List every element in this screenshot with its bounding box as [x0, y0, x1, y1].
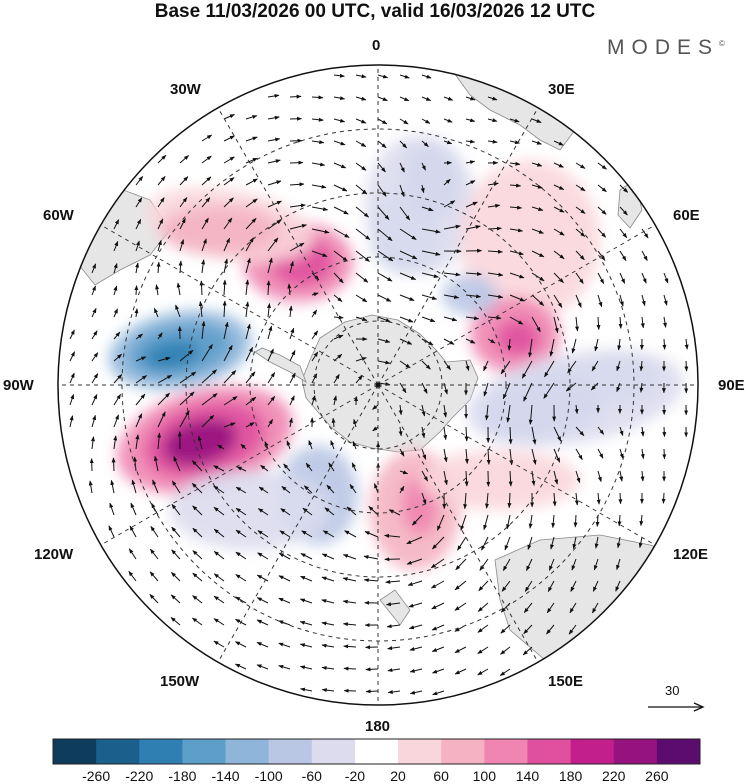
lon-label-90e: 90E	[718, 377, 745, 394]
wind-vector	[344, 668, 356, 669]
colorbar-swatch	[527, 739, 571, 764]
wind-vector	[113, 458, 114, 471]
wind-vector	[488, 228, 501, 229]
lon-label-150w: 150W	[160, 673, 199, 690]
colorbar-tick-label: 180	[559, 768, 582, 784]
colorbar-swatch	[226, 739, 270, 764]
lon-label-120w: 120W	[34, 546, 73, 563]
wind-vector	[290, 96, 301, 97]
colorbar-swatch	[53, 739, 97, 764]
negative-anomaly	[365, 135, 475, 275]
wind-vector	[136, 286, 137, 295]
wind-vector	[290, 163, 303, 164]
wind-vector	[366, 691, 378, 692]
lon-label-0: 0	[372, 37, 380, 54]
colorbar-swatch	[484, 739, 528, 764]
colorbar	[0, 738, 750, 766]
wind-vector	[663, 493, 664, 503]
colorbar-tick-label: 140	[516, 768, 539, 784]
positive-anomaly	[160, 205, 280, 255]
colorbar-tick-label: -260	[82, 768, 110, 784]
lon-label-180: 180	[365, 718, 390, 735]
colorbar-swatch	[355, 739, 399, 764]
colorbar-tick-label: -180	[168, 768, 196, 784]
colorbar-tick-label: 260	[645, 768, 668, 784]
colorbar-tick-label: -100	[255, 768, 283, 784]
colorbar-swatch	[139, 739, 183, 764]
colorbar-swatch	[182, 739, 226, 764]
wind-vector	[366, 669, 378, 670]
colorbar-swatch	[614, 739, 658, 764]
wind-vector	[664, 449, 665, 459]
wind-vector	[575, 515, 576, 527]
colorbar-swatch	[398, 739, 442, 764]
colorbar-swatch	[657, 739, 701, 764]
colorbar-tick-label: -140	[212, 768, 240, 784]
wind-vector	[664, 427, 665, 437]
south-pole-marker	[376, 383, 381, 388]
wind-vector	[620, 493, 621, 504]
colorbar-tick-label: -20	[345, 768, 365, 784]
colorbar-tick-label: 220	[602, 768, 625, 784]
colorbar-tick-label: 100	[473, 768, 496, 784]
wind-reference-key: 30	[646, 683, 706, 717]
colorbar-swatch	[441, 739, 485, 764]
lon-label-60w: 60W	[43, 207, 74, 224]
colorbar-tick-label: -220	[125, 768, 153, 784]
wind-vector	[312, 97, 323, 98]
lon-label-120e: 120E	[673, 546, 708, 563]
colorbar-swatch	[571, 739, 615, 764]
colorbar-swatch	[96, 739, 140, 764]
colorbar-tick-label: 20	[390, 768, 406, 784]
wind-vector	[686, 361, 687, 371]
wind-vector	[664, 339, 665, 349]
lon-label-30e: 30E	[548, 81, 575, 98]
lon-label-90w: 90W	[3, 377, 34, 394]
lon-label-60e: 60E	[673, 207, 700, 224]
colorbar-swatch	[269, 739, 313, 764]
colorbar-tick-label: -60	[302, 768, 322, 784]
lon-label-150e: 150E	[548, 673, 583, 690]
lon-label-30w: 30W	[170, 81, 201, 98]
positive-anomaly	[496, 320, 540, 356]
colorbar-swatch	[312, 739, 356, 764]
colorbar-tick-label: 60	[433, 768, 449, 784]
